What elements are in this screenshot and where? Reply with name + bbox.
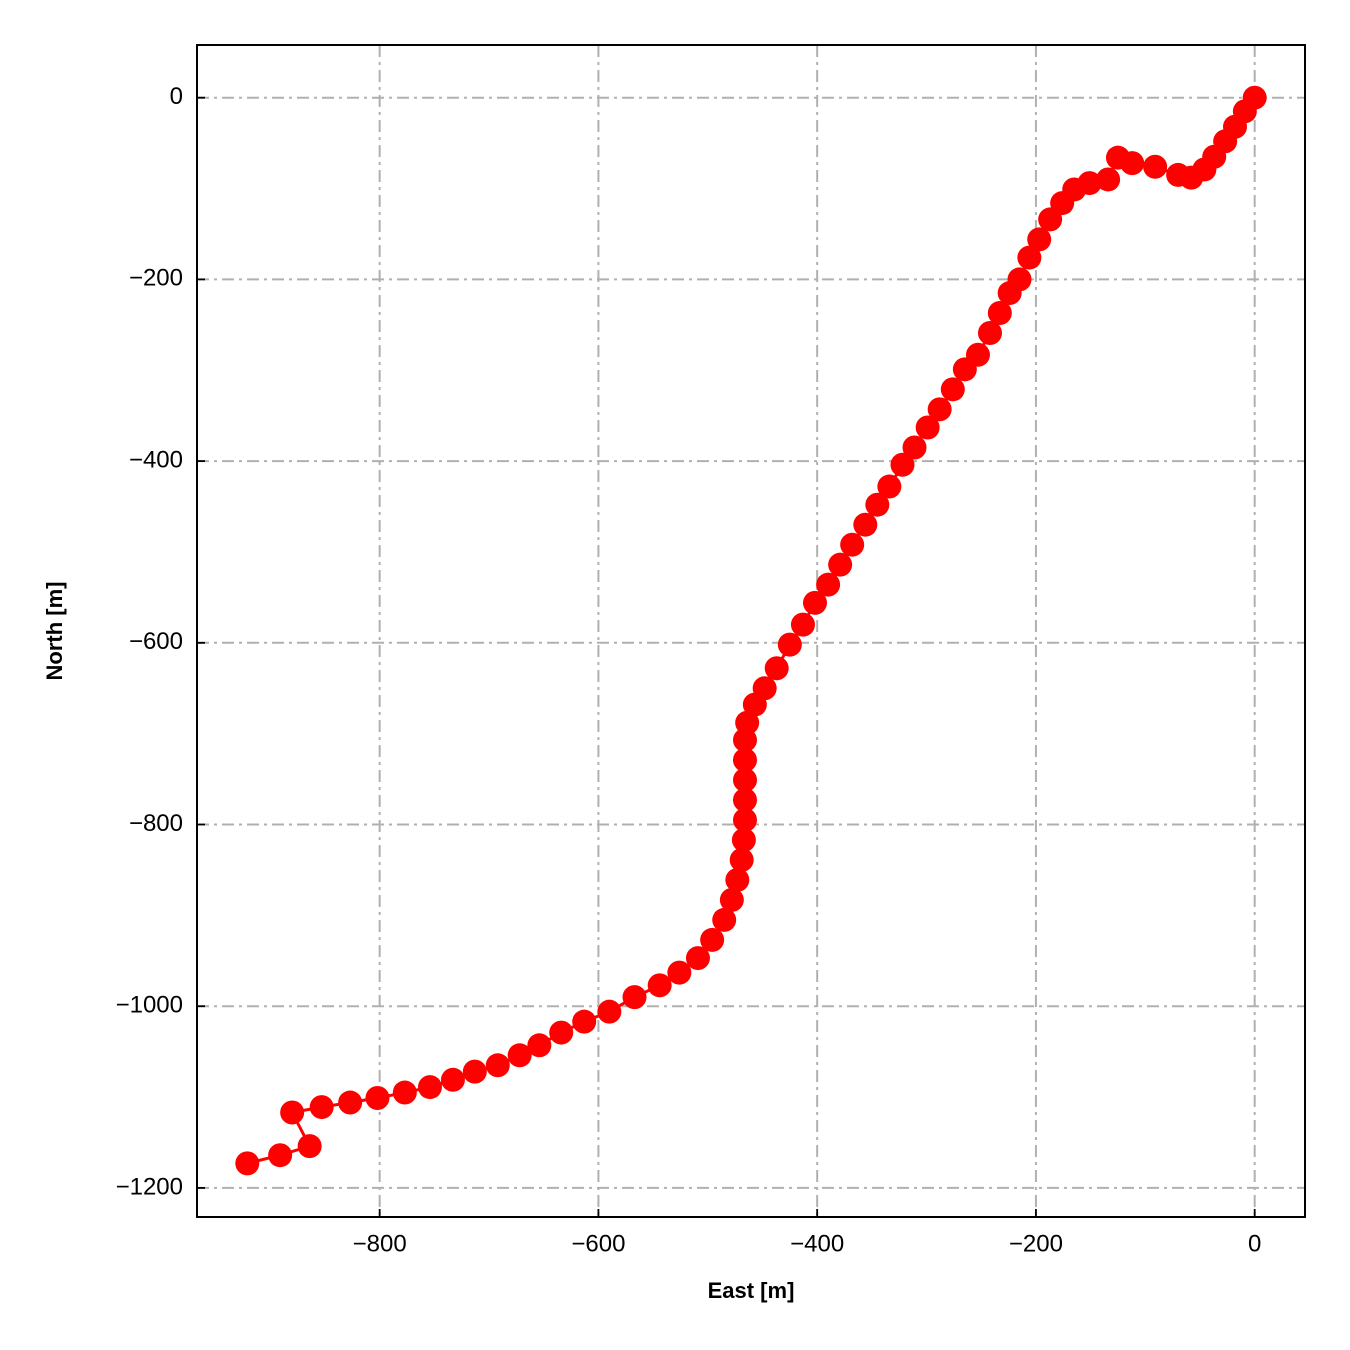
point xyxy=(572,1009,597,1034)
point xyxy=(507,1043,532,1068)
point xyxy=(732,748,757,773)
point xyxy=(915,415,940,440)
point xyxy=(280,1100,305,1125)
point xyxy=(1017,245,1042,270)
point xyxy=(1038,207,1063,232)
point xyxy=(902,435,927,460)
data xyxy=(235,85,1267,1176)
point xyxy=(597,999,622,1024)
point xyxy=(940,377,965,402)
point xyxy=(622,985,647,1010)
point xyxy=(392,1080,417,1105)
point xyxy=(731,827,756,852)
y-tick-label: −1200 xyxy=(116,1173,183,1200)
grid xyxy=(197,45,1305,1217)
point xyxy=(700,927,725,952)
point xyxy=(977,321,1002,346)
x-tick-label: −400 xyxy=(790,1230,844,1257)
x-tick-label: −800 xyxy=(353,1230,407,1257)
point xyxy=(732,767,757,792)
point xyxy=(417,1075,442,1100)
point xyxy=(462,1059,487,1084)
point xyxy=(685,946,710,971)
point xyxy=(729,847,754,872)
x-tick-label: −600 xyxy=(571,1230,625,1257)
x-axis-label: East [m] xyxy=(708,1278,795,1303)
point xyxy=(732,728,757,753)
point xyxy=(890,452,915,477)
point xyxy=(790,612,815,637)
point xyxy=(725,867,750,892)
point xyxy=(712,907,737,932)
point xyxy=(987,301,1012,326)
point xyxy=(667,960,692,985)
point xyxy=(802,590,827,615)
point xyxy=(365,1085,390,1110)
plot-frame xyxy=(196,44,1306,1218)
point xyxy=(268,1143,293,1168)
point xyxy=(235,1151,260,1176)
point xyxy=(1143,154,1168,179)
point xyxy=(485,1053,510,1078)
point xyxy=(1096,167,1121,192)
point xyxy=(952,357,977,382)
point xyxy=(828,552,853,577)
point xyxy=(297,1134,322,1159)
point xyxy=(816,572,841,597)
y-tick-label: −600 xyxy=(129,628,183,655)
y-axis-label: North [m] xyxy=(42,582,67,681)
point xyxy=(719,887,744,912)
y-tick-label: −800 xyxy=(129,810,183,837)
point xyxy=(865,492,890,517)
y-tick-label: −1000 xyxy=(116,992,183,1019)
point xyxy=(338,1090,363,1115)
point xyxy=(527,1033,552,1058)
point xyxy=(732,807,757,832)
point xyxy=(777,632,802,657)
point xyxy=(927,397,952,422)
point xyxy=(764,656,789,681)
x-tick-label: 0 xyxy=(1248,1230,1261,1257)
point xyxy=(647,973,672,998)
y-tick-label: 0 xyxy=(170,83,183,110)
point xyxy=(732,787,757,812)
point xyxy=(840,532,865,557)
point xyxy=(877,474,902,499)
point xyxy=(1027,227,1052,252)
point xyxy=(1105,145,1130,170)
ticks: −800 −600 −400 −200 0 0 −200 −400 −600 −800 −1000 −… xyxy=(116,83,1262,1257)
y-tick-label: −400 xyxy=(129,446,183,473)
point xyxy=(997,281,1022,306)
point xyxy=(309,1095,334,1120)
point xyxy=(853,512,878,537)
point xyxy=(549,1020,574,1045)
point xyxy=(440,1067,465,1092)
point xyxy=(742,692,767,717)
y-tick-label: −200 xyxy=(129,265,183,292)
point xyxy=(1166,162,1191,187)
x-tick-label: −200 xyxy=(1009,1230,1063,1257)
